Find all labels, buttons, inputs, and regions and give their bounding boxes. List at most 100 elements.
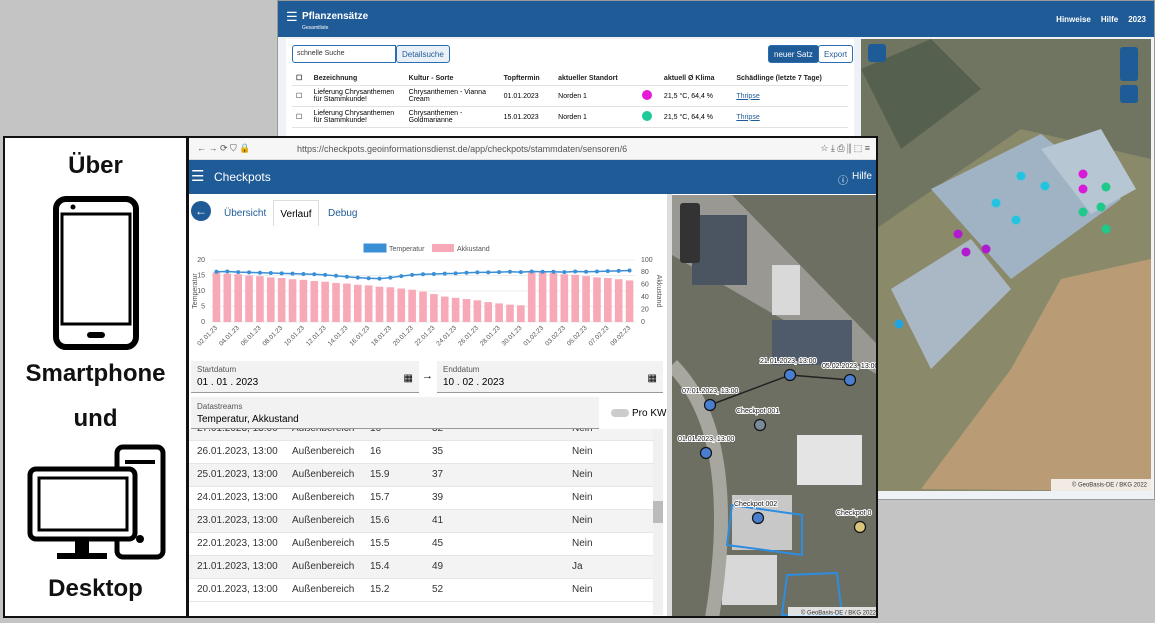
scroll-thumb[interactable] [653, 501, 663, 523]
bar [440, 296, 449, 322]
table-row: 25.01.2023, 13:00 Außenbereich 15.9 37 Nein [189, 463, 653, 487]
point [388, 275, 393, 280]
help-link[interactable]: Hilfe [851, 171, 872, 182]
x-tick-label: 02.01.23 [196, 324, 219, 347]
tab[interactable]: Übersicht [224, 208, 267, 219]
column-header: aktuell Ø Klima [659, 71, 733, 86]
nav-link[interactable]: 2023 [1128, 15, 1146, 24]
menu-icon[interactable]: ☰ [286, 9, 298, 24]
point [616, 268, 621, 273]
table-row: 27.01.2023, 13:00Außenbereich1632Nein [189, 429, 653, 441]
marker-label: 21.01.2023, 13:00 [760, 358, 817, 365]
header: ☰ Checkpots ⓘ Hilfe [189, 160, 876, 194]
cell: Nein [564, 486, 653, 510]
cell: 15.2 [362, 578, 424, 602]
calendar-icon[interactable]: ▦ [403, 373, 413, 384]
legend-swatch [432, 244, 454, 252]
cell: 21,5 °C, 64,4 % [659, 106, 733, 128]
cell: Thripse [732, 106, 848, 128]
tab-active[interactable]: Verlauf [273, 200, 319, 226]
point [214, 269, 219, 274]
cell: 26.01.2023, 13:00 [189, 440, 284, 464]
checkbox[interactable]: ☐ [292, 71, 310, 86]
column-header: Bezeichnung [309, 71, 405, 86]
cell: Chrysanthemen - Goldmarianne [404, 106, 500, 128]
help-icon[interactable]: ⓘ [838, 176, 848, 187]
x-tick-label: 28.01.23 [479, 324, 502, 347]
field-label: Datastreams [197, 402, 243, 411]
marker [699, 446, 713, 460]
point [551, 269, 556, 274]
toggle[interactable] [611, 409, 629, 417]
bar [288, 279, 297, 322]
y-tick-label: 15 [197, 272, 205, 279]
street [672, 360, 728, 616]
point [562, 270, 567, 275]
end-date[interactable]: Enddatum 10 . 02 . 2023 ▦ [437, 361, 663, 393]
dot [1101, 182, 1111, 192]
calendar-icon[interactable]: ▦ [647, 373, 657, 384]
cell: 21.01.2023, 13:00 [189, 555, 284, 579]
y2-tick-label: 100 [641, 257, 653, 264]
scrollbar[interactable] [653, 429, 663, 615]
nav-link[interactable]: Hinweise [1056, 15, 1091, 24]
x-tick-label: 30.01.23 [501, 324, 524, 347]
x-tick-label: 01.02.23 [522, 324, 545, 347]
point [399, 274, 404, 279]
start-date[interactable]: Startdatum 01 . 01 . 2023 ▦ [191, 361, 419, 393]
zoom-control[interactable] [680, 203, 700, 255]
url[interactable]: https://checkpots.geoinformationsdienst.… [297, 144, 628, 154]
layer-control[interactable] [680, 245, 700, 263]
cell: 20.01.2023, 13:00 [189, 578, 284, 602]
x-tick-label: 10.01.23 [283, 324, 306, 347]
nav-buttons[interactable]: ← → ⟳ ⛉ 🔒 [197, 143, 251, 153]
title: Pflanzensätze [302, 11, 369, 22]
subtitle: Gesamtliste [302, 25, 329, 31]
side-panel: Über Smartphone und Desktop [3, 136, 188, 618]
bar [604, 277, 612, 322]
zoom-control[interactable] [1120, 47, 1138, 81]
cell: Nein [564, 509, 653, 533]
tab[interactable]: Debug [328, 208, 358, 219]
detail-search-button[interactable]: Detailsuche [396, 45, 450, 63]
cell: 27.01.2023, 13:00 [189, 429, 284, 441]
search-input[interactable]: schnelle Suche [292, 45, 396, 63]
marker-label: 05.02.2023, 13:00 [822, 363, 878, 370]
cell: 15.5 [362, 532, 424, 556]
layer-control[interactable] [1120, 85, 1138, 103]
dot [981, 244, 991, 254]
new-button[interactable]: neuer Satz [768, 45, 819, 63]
table-row: 26.01.2023, 13:00 Außenbereich 16 35 Nein [189, 440, 653, 464]
table-scroll[interactable]: 27.01.2023, 13:00Außenbereich1632Nein26.… [189, 429, 653, 615]
y2-tick-label: 60 [641, 282, 649, 289]
greenhouse [1041, 129, 1136, 214]
menu-icon[interactable]: ☰ [191, 168, 205, 185]
cell: Ja [564, 555, 653, 579]
marker-label: Checkpot 002 [734, 501, 777, 508]
browser-icons[interactable]: ☆ ⤓ ⎙ ⫼ ⬚ ≡ [820, 143, 870, 153]
bar [245, 275, 253, 322]
arrow: → [422, 370, 433, 382]
point [301, 271, 306, 276]
cell: Außenbereich [284, 429, 362, 441]
bar [212, 272, 221, 322]
y2-tick-label: 20 [641, 306, 649, 313]
cell: Außenbereich [284, 486, 362, 510]
bar [353, 284, 362, 322]
cell: Nein [564, 463, 653, 487]
cell: Lieferung Chrysanthemen für Stammkunde! [309, 85, 405, 107]
point [442, 271, 447, 276]
divider [667, 194, 672, 616]
map-tool[interactable] [868, 44, 886, 62]
attribution-bg [788, 607, 876, 616]
nav-link[interactable]: Hilfe [1100, 15, 1119, 24]
y-tick-label: 10 [197, 288, 205, 295]
back-button[interactable]: ← [191, 201, 211, 221]
bar [408, 289, 416, 322]
field [921, 259, 1151, 491]
datastreams[interactable]: Datastreams Temperatur, Akkustand [191, 397, 599, 429]
table-row: 22.01.2023, 13:00 Außenbereich 15.5 45 Nein [189, 532, 653, 556]
export-button[interactable]: Export [818, 45, 854, 63]
cell: 45 [424, 532, 564, 556]
x-tick-label: 18.01.23 [370, 324, 393, 347]
